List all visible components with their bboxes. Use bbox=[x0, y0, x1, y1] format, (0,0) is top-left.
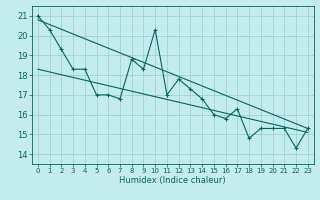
X-axis label: Humidex (Indice chaleur): Humidex (Indice chaleur) bbox=[119, 176, 226, 185]
